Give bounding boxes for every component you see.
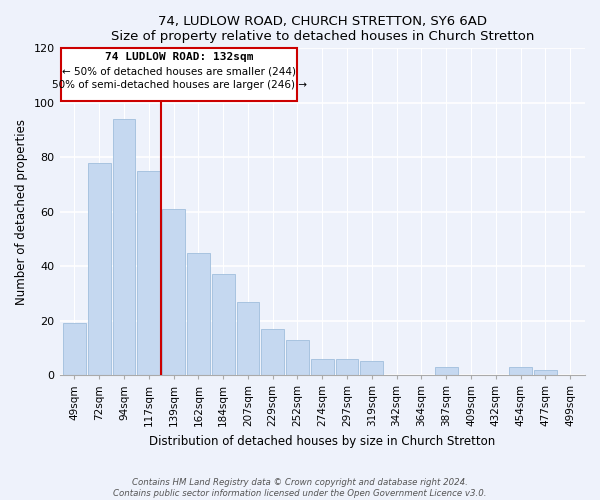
Bar: [212, 274, 235, 375]
Text: 74 LUDLOW ROAD: 132sqm: 74 LUDLOW ROAD: 132sqm: [105, 52, 253, 62]
Text: ← 50% of detached houses are smaller (244): ← 50% of detached houses are smaller (24…: [62, 66, 296, 76]
X-axis label: Distribution of detached houses by size in Church Stretton: Distribution of detached houses by size …: [149, 434, 496, 448]
Bar: [88, 162, 110, 375]
Bar: [162, 209, 185, 375]
Bar: [113, 119, 136, 375]
Bar: [534, 370, 557, 375]
Bar: [311, 358, 334, 375]
Bar: [63, 324, 86, 375]
Bar: [261, 328, 284, 375]
Bar: [286, 340, 309, 375]
Bar: [335, 358, 358, 375]
Title: 74, LUDLOW ROAD, CHURCH STRETTON, SY6 6AD
Size of property relative to detached : 74, LUDLOW ROAD, CHURCH STRETTON, SY6 6A…: [110, 15, 534, 43]
Bar: [137, 171, 160, 375]
FancyBboxPatch shape: [61, 48, 298, 102]
Text: 50% of semi-detached houses are larger (246) →: 50% of semi-detached houses are larger (…: [52, 80, 307, 90]
Text: Contains HM Land Registry data © Crown copyright and database right 2024.
Contai: Contains HM Land Registry data © Crown c…: [113, 478, 487, 498]
Bar: [236, 302, 259, 375]
Y-axis label: Number of detached properties: Number of detached properties: [15, 118, 28, 304]
Bar: [187, 252, 210, 375]
Bar: [361, 362, 383, 375]
Bar: [435, 367, 458, 375]
Bar: [509, 367, 532, 375]
